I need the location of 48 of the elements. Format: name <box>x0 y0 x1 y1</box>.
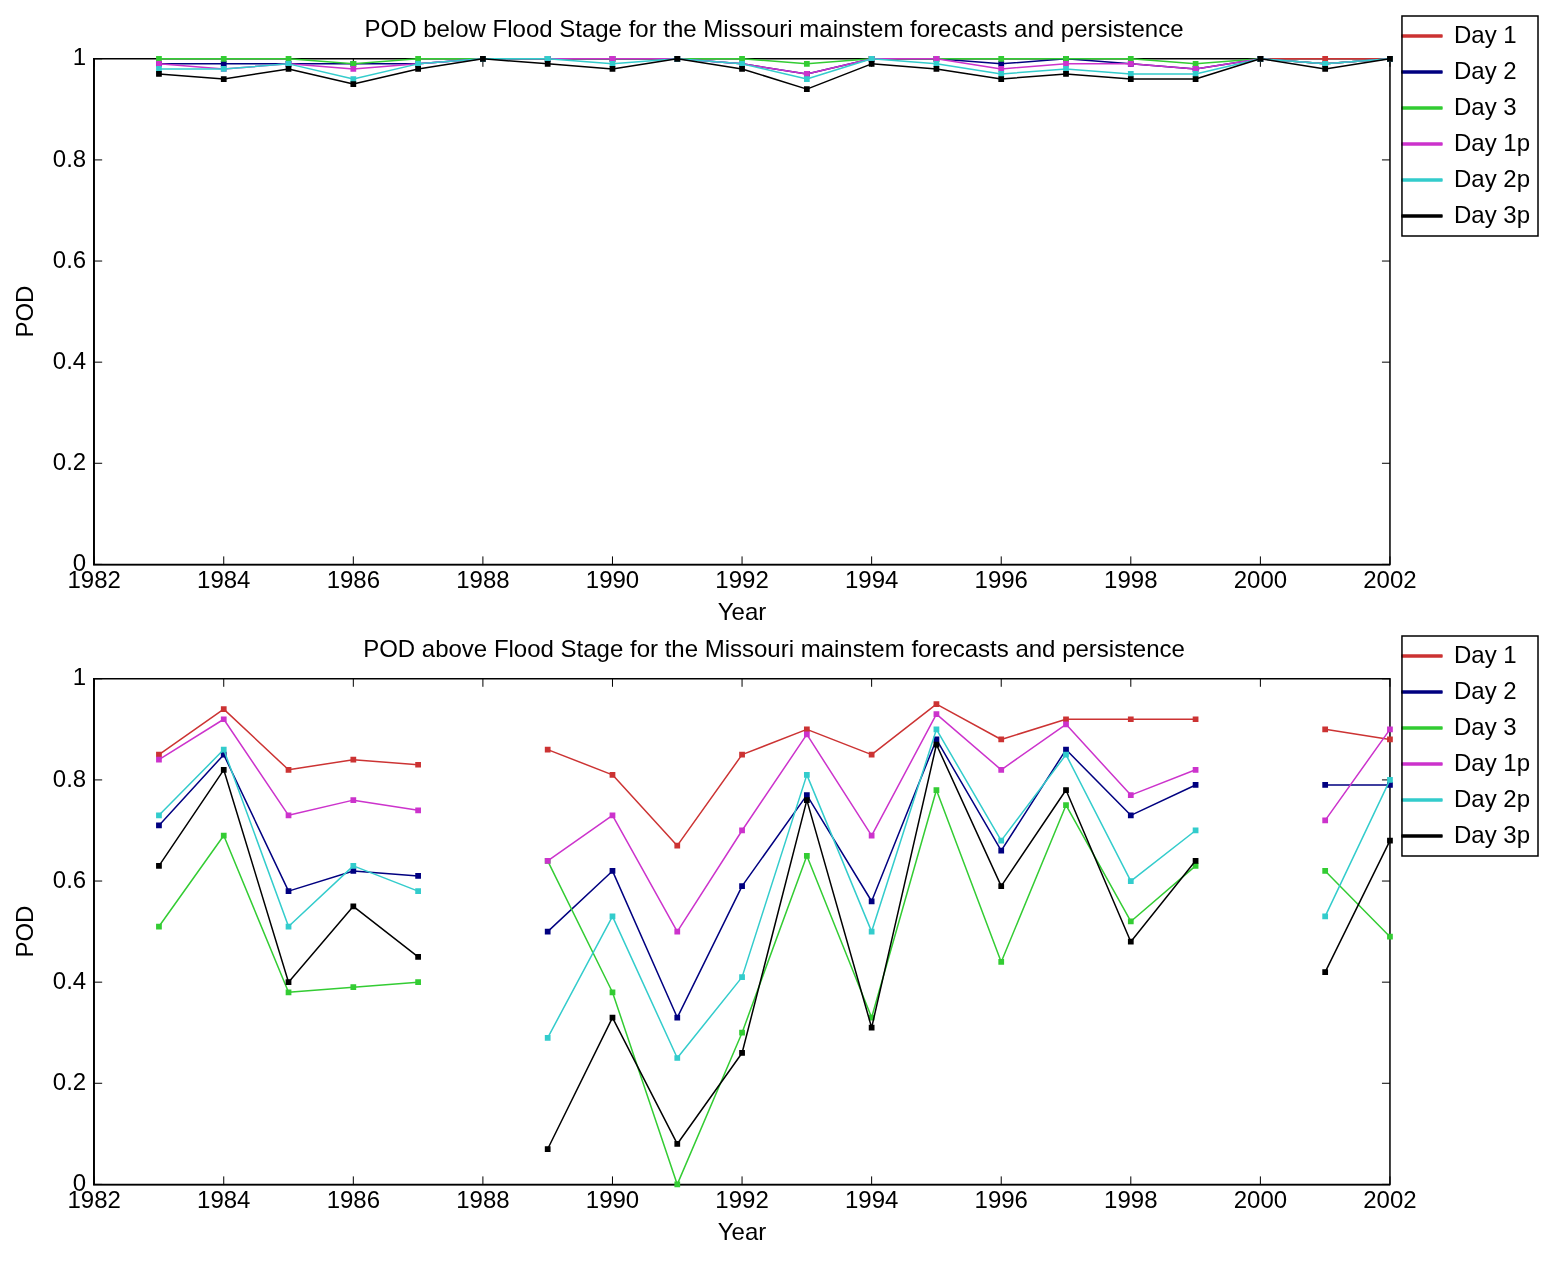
x-tick-label: 1984 <box>197 566 251 594</box>
x-tick-label: 2002 <box>1363 1186 1417 1214</box>
x-tick-label: 1988 <box>456 566 510 594</box>
legend-label: Day 2 <box>1453 676 1517 704</box>
y-tick-label: 0.4 <box>52 966 87 994</box>
y-tick-label: 0.8 <box>52 764 87 792</box>
x-tick-label: 1996 <box>974 566 1028 594</box>
x-tick-label: 1998 <box>1104 566 1158 594</box>
legend-label: Day 1p <box>1453 748 1530 776</box>
x-tick-label: 1990 <box>585 566 640 594</box>
y-tick-label: 0.6 <box>52 245 87 273</box>
x-tick-label: 1994 <box>844 566 899 594</box>
x-tick-label: 1996 <box>974 1186 1028 1214</box>
y-tick-label: 0.6 <box>52 865 87 893</box>
y-tick-label: 0.2 <box>52 447 87 475</box>
legend-label: Day 1 <box>1453 640 1517 668</box>
legend-label: Day 2p <box>1453 164 1530 192</box>
legend-label: Day 1 <box>1453 20 1517 48</box>
x-tick-label: 1998 <box>1104 1186 1158 1214</box>
chart-title: POD below Flood Stage for the Missouri mainstem forecasts and persistence <box>364 15 1184 43</box>
legend-label: Day 3 <box>1453 712 1517 740</box>
x-axis-title: Year <box>717 598 767 626</box>
x-tick-label: 1984 <box>197 1186 251 1214</box>
legend-label: Day 3 <box>1453 92 1517 120</box>
x-tick-label: 2002 <box>1363 566 1417 594</box>
legend-label: Day 2p <box>1453 784 1530 812</box>
x-tick-label: 1986 <box>326 1186 381 1214</box>
y-axis-title: POD <box>11 905 39 958</box>
legend-label: Day 2 <box>1453 56 1517 84</box>
y-axis-title: POD <box>11 285 39 338</box>
chart-title: POD above Flood Stage for the Missouri mainstem forecasts and persistence <box>363 635 1185 663</box>
x-tick-label: 2000 <box>1233 1186 1288 1214</box>
legend-label: Day 3p <box>1453 200 1530 228</box>
y-tick-label: 0.2 <box>52 1067 87 1095</box>
y-tick-label: 0.4 <box>52 346 87 374</box>
y-tick-label: 1 <box>72 663 87 691</box>
x-tick-label: 1988 <box>456 1186 510 1214</box>
x-tick-label: 1992 <box>715 1186 769 1214</box>
y-tick-label: 1 <box>72 43 87 71</box>
x-tick-label: 1986 <box>326 566 381 594</box>
x-tick-label: 2000 <box>1233 566 1288 594</box>
x-tick-label: 1990 <box>585 1186 640 1214</box>
y-tick-label: 0.8 <box>52 144 87 172</box>
legend-label: Day 1p <box>1453 128 1530 156</box>
legend-label: Day 3p <box>1453 820 1530 848</box>
x-tick-label: 1992 <box>715 566 769 594</box>
x-axis-title: Year <box>717 1218 767 1246</box>
x-tick-label: 1994 <box>844 1186 899 1214</box>
